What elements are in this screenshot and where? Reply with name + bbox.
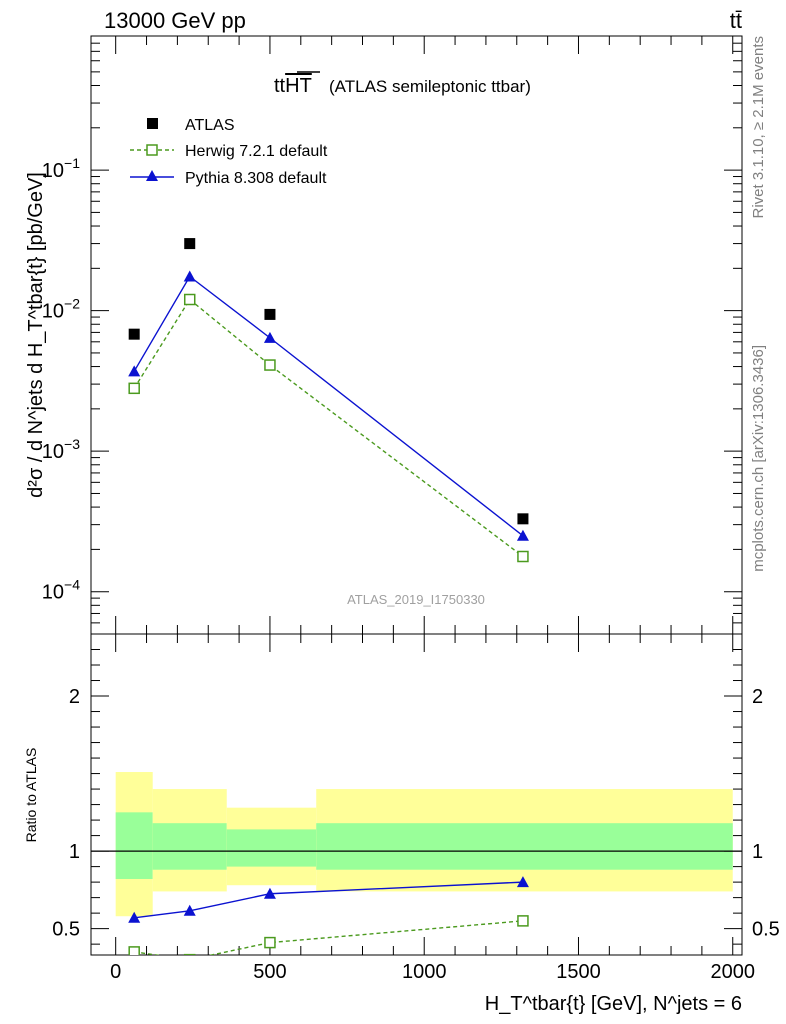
ratio-band-inner — [316, 823, 733, 870]
herwig-ratio-point — [128, 946, 140, 955]
pythia-ratio-point — [263, 887, 276, 899]
plot-title: ttHT (ATLAS semileptonic ttbar) — [274, 71, 531, 97]
svg-text:ttHT: ttHT — [274, 75, 312, 97]
ratio-band-inner — [152, 823, 227, 870]
ratio-band-inner — [115, 812, 153, 880]
legend-pythia-label: Pythia 8.308 default — [185, 170, 327, 187]
ratio-y-tick-label-right: 0.5 — [752, 919, 780, 941]
main-y-tick-label: 10−2 — [42, 296, 80, 323]
legend-atlas-label: ATLAS — [185, 117, 235, 134]
ratio-band-inner — [226, 829, 317, 867]
ratio-series-1 — [128, 876, 529, 923]
main-panel: 10−1 10−2 10−3 10−4 ttHT (ATLAS semileptoni… — [42, 35, 743, 635]
main-series-2 — [128, 270, 529, 541]
herwig-ratio-point — [517, 915, 529, 927]
pythia-point — [183, 270, 196, 282]
ratio-ticks: 0.5 0.5 1 1 2 2 0 500 1000 1500 2000 — [52, 634, 780, 983]
plot-subtitle: (ATLAS semileptonic ttbar) — [329, 77, 531, 96]
x-tick-label: 1500 — [556, 961, 601, 983]
atlas-point — [517, 513, 529, 525]
energy-label: 13000 GeV pp — [104, 8, 246, 33]
main-series-line — [133, 298, 524, 558]
legend-herwig-marker — [146, 144, 158, 156]
ratio-frame — [90, 633, 743, 956]
ratio-y-axis-label: Ratio to ATLAS — [23, 748, 39, 843]
ratio-y-tick-label-right: 1 — [752, 841, 763, 863]
herwig-ratio-point — [264, 936, 276, 949]
ratio-series-0 — [128, 915, 529, 955]
x-tick-label: 500 — [253, 961, 286, 983]
legend-herwig-label: Herwig 7.2.1 default — [185, 143, 328, 160]
legend-pythia-marker — [146, 170, 158, 181]
ratio-series-line — [134, 920, 524, 955]
rivet-label: Rivet 3.1.10, ≥ 2.1M events — [750, 36, 767, 219]
x-axis-label: H_T^tbar{t} [GeV], N^jets = 6 — [485, 993, 742, 1015]
atlas-point — [128, 328, 140, 340]
x-tick-label: 2000 — [710, 961, 755, 983]
atlas-point — [184, 238, 196, 250]
pythia-point — [128, 365, 141, 377]
atlas-point — [264, 308, 276, 320]
ratio-y-tick-label-right: 2 — [752, 686, 763, 708]
main-series-0 — [128, 238, 529, 525]
x-tick-label: 1000 — [402, 961, 447, 983]
main-y-tick-label: 10−3 — [42, 436, 80, 463]
legend: ATLAS Herwig 7.2.1 default Pythia 8.308 … — [130, 117, 328, 187]
main-y-tick-label: 10−1 — [42, 155, 80, 182]
main-y-axis-label: d²σ / d N^jets d H_T^tbar{t} [pb/GeV] — [25, 172, 47, 498]
main-ticks: 10−1 10−2 10−3 10−4 — [42, 35, 742, 635]
pythia-ratio-point — [516, 876, 529, 888]
main-series-1 — [128, 293, 529, 563]
x-tick-label: 0 — [110, 961, 121, 983]
ratio-y-tick-label: 1 — [69, 841, 80, 863]
pythia-point — [263, 331, 276, 343]
herwig-point — [264, 359, 276, 371]
main-series-line — [133, 275, 524, 537]
pythia-ratio-point — [128, 911, 141, 923]
ratio-y-tick-label: 0.5 — [52, 919, 80, 941]
mcplots-label: mcplots.cern.ch [arXiv:1306.3436] — [750, 345, 767, 572]
ratio-panel: 0.5 0.5 1 1 2 2 0 500 1000 1500 2000 — [52, 633, 780, 983]
herwig-point — [183, 293, 196, 306]
herwig-ratio-point — [183, 953, 196, 955]
pythia-point — [516, 529, 529, 541]
pythia-ratio-point — [183, 904, 196, 916]
herwig-point — [128, 382, 140, 395]
plot-title-overline: HT — [285, 75, 312, 97]
main-y-tick-label: 10−4 — [42, 577, 80, 604]
plot-title-main: tt — [274, 75, 286, 97]
analysis-label: ATLAS_2019_I1750330 — [347, 592, 485, 607]
process-label: tt̄ — [730, 8, 742, 33]
herwig-point — [517, 550, 529, 563]
ratio-y-tick-label: 2 — [69, 686, 80, 708]
legend-atlas-marker — [147, 118, 158, 129]
ratio-series-line — [134, 881, 523, 919]
